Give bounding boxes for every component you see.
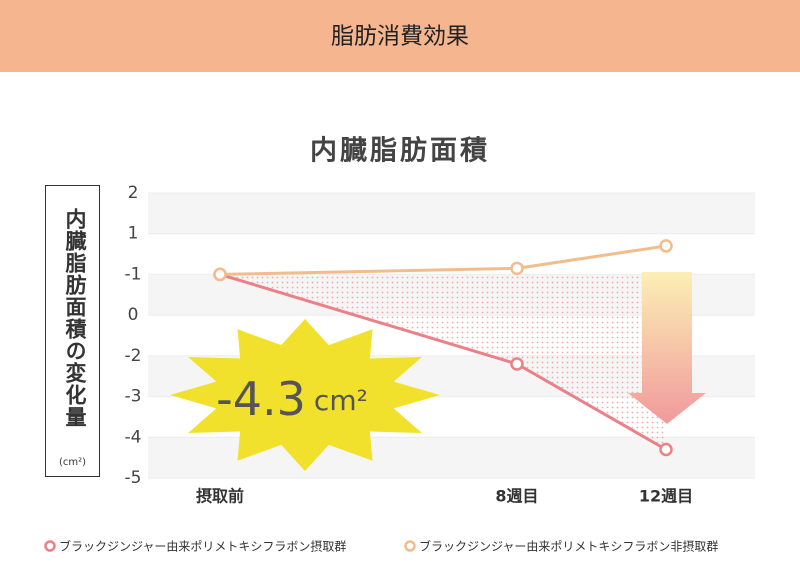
y-tick-label: -5 [125, 468, 142, 488]
header-title: 脂肪消費効果 [331, 24, 469, 50]
annotation-unit: cm² [314, 384, 368, 417]
annotation: -4.3 cm² [216, 372, 368, 426]
chart-title: 内臓脂肪面積 [310, 136, 490, 167]
y-axis-label-box: 内臓脂肪面積の変化量 (cm²) [45, 185, 100, 477]
x-tick-label: 摂取前 [196, 487, 244, 506]
y-tick-label: 1 [128, 224, 139, 244]
data-point [659, 442, 673, 457]
x-tick-label: 12週目 [639, 487, 693, 506]
legend-marker [404, 540, 416, 552]
legend-marker [44, 540, 56, 552]
dotted-area [220, 274, 666, 450]
y-axis-unit: (cm²) [58, 457, 87, 468]
header-band [0, 0, 800, 72]
starburst [170, 319, 440, 471]
legend-label: ブラックジンジャー由来ポリメトキシフラボン摂取群 [59, 539, 346, 554]
y-axis-label: 内臓脂肪面積の変化量 [63, 208, 87, 428]
y-tick-label: -1 [125, 264, 142, 284]
annotation-value: -4.3 [216, 372, 306, 426]
data-point [510, 261, 524, 276]
x-tick-label: 8週目 [495, 487, 538, 506]
data-point [510, 357, 524, 371]
data-point [659, 239, 673, 253]
y-tick-label: -4 [125, 427, 142, 447]
legend-label: ブラックジンジャー由来ポリメトキシフラボン非摂取群 [419, 539, 718, 554]
y-tick-label: -3 [125, 387, 142, 407]
series-line [219, 244, 667, 276]
arrow [628, 272, 706, 424]
grid-band [148, 193, 755, 234]
data-point [213, 267, 227, 282]
y-tick-label: 2 [128, 183, 139, 203]
y-tick-label: 0 [128, 305, 139, 325]
y-tick-label: -2 [125, 346, 142, 366]
